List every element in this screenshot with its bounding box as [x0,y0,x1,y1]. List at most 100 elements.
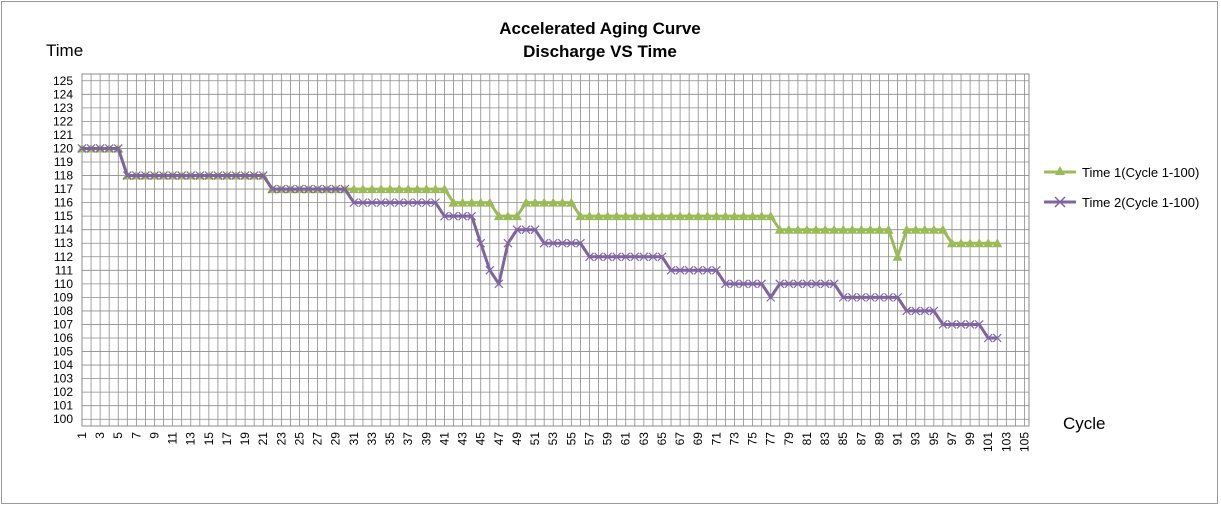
data-point-series-2 [639,252,649,262]
data-point-series-2 [766,292,776,302]
data-point-series-1 [974,238,985,248]
data-point-series-1 [430,184,441,194]
x-tick-label: 41 [437,432,451,446]
x-tick-label: 7 [129,432,143,439]
data-point-series-2 [793,279,803,289]
y-tick-label: 116 [54,196,73,210]
data-point-series-2 [258,171,268,180]
chart-subtitle: Discharge VS Time [523,42,677,61]
data-point-series-2 [267,184,277,194]
data-point-series-2 [249,171,259,180]
x-tick-label: 85 [836,432,850,446]
data-point-series-2 [276,184,286,194]
data-point-series-1 [992,238,1003,248]
data-point-series-1 [548,197,559,207]
x-tick-label: 63 [637,432,651,446]
data-point-series-1 [348,184,359,194]
data-point-series-1 [557,197,568,207]
y-tick-label: 104 [53,358,73,372]
data-point-series-1 [357,184,368,194]
data-point-series-1 [511,211,522,221]
data-point-series-1 [539,197,550,207]
x-tick-label: 59 [601,432,615,446]
y-tick-label: 113 [54,236,73,250]
data-point-series-1 [829,224,840,234]
data-point-series-1 [638,211,649,221]
y-tick-label: 106 [53,331,73,345]
data-point-series-1 [484,197,495,207]
data-point-series-1 [475,197,486,207]
data-point-series-1 [774,224,785,234]
data-point-series-1 [702,211,713,221]
data-point-series-1 [502,211,513,221]
data-point-series-1 [946,238,957,248]
data-point-series-2 [739,279,748,289]
data-point-series-1 [928,224,939,234]
data-point-series-2 [104,144,114,153]
data-point-series-1 [575,211,586,221]
x-tick-label: 53 [546,432,560,446]
data-point-series-1 [466,197,477,207]
x-tick-label: 15 [202,432,216,446]
x-marker-icon [1044,196,1076,208]
x-tick-label: 11 [166,432,180,445]
y-tick-label: 121 [53,128,73,142]
data-point-series-1 [647,211,658,221]
data-point-series-1 [584,211,595,221]
data-point-series-2 [566,238,576,248]
data-point-series-2 [748,279,758,289]
legend-label-series-1: Time 1(Cycle 1-100) [1082,165,1200,180]
data-point-series-2 [911,306,921,316]
data-point-series-2 [222,171,232,180]
x-tick-label: 35 [383,432,397,446]
data-point-series-2 [440,211,449,221]
x-tick-label: 75 [746,432,760,446]
y-tick-label: 122 [53,114,73,128]
data-point-series-2 [920,306,930,316]
data-point-series-2 [521,225,531,235]
data-point-series-1 [901,224,912,234]
data-point-series-2 [304,184,313,194]
data-point-series-2 [856,292,866,302]
y-tick-label: 102 [53,385,73,399]
data-point-series-2 [929,306,939,316]
x-tick-label: 81 [800,432,814,446]
data-point-series-1 [493,211,504,221]
data-point-series-2 [177,171,187,180]
data-point-series-2 [449,211,458,221]
data-point-series-1 [937,224,948,234]
data-point-series-1 [656,211,667,221]
data-point-series-1 [521,197,532,207]
data-point-series-1 [747,211,758,221]
y-tick-label: 107 [53,317,73,331]
x-tick-label: 3 [93,432,107,439]
x-tick-label: 21 [256,432,270,446]
data-point-series-1 [611,211,622,221]
y-axis-label: Time [46,41,84,60]
data-point-series-1 [385,184,396,194]
x-tick-label: 27 [311,432,325,446]
data-point-series-2 [476,238,486,248]
data-point-series-2 [965,320,975,329]
x-tick-label: 71 [709,432,723,446]
data-point-series-1 [376,184,387,194]
data-point-series-1 [865,224,876,234]
data-point-series-2 [875,292,884,302]
data-point-series-2 [322,184,332,194]
data-point-series-2 [893,292,903,302]
data-point-series-2 [802,279,812,289]
data-point-series-1 [838,224,849,234]
data-point-series-2 [231,171,241,180]
data-point-series-2 [394,198,404,208]
x-tick-label: 73 [727,432,741,446]
data-point-series-2 [621,252,631,262]
data-point-series-2 [757,279,767,289]
data-point-series-2 [947,320,957,329]
data-point-series-1 [412,184,423,194]
data-point-series-1 [910,224,921,234]
data-point-series-2 [865,292,875,302]
data-point-series-1 [693,211,704,221]
x-tick-label: 49 [510,432,524,446]
data-point-series-1 [457,197,468,207]
